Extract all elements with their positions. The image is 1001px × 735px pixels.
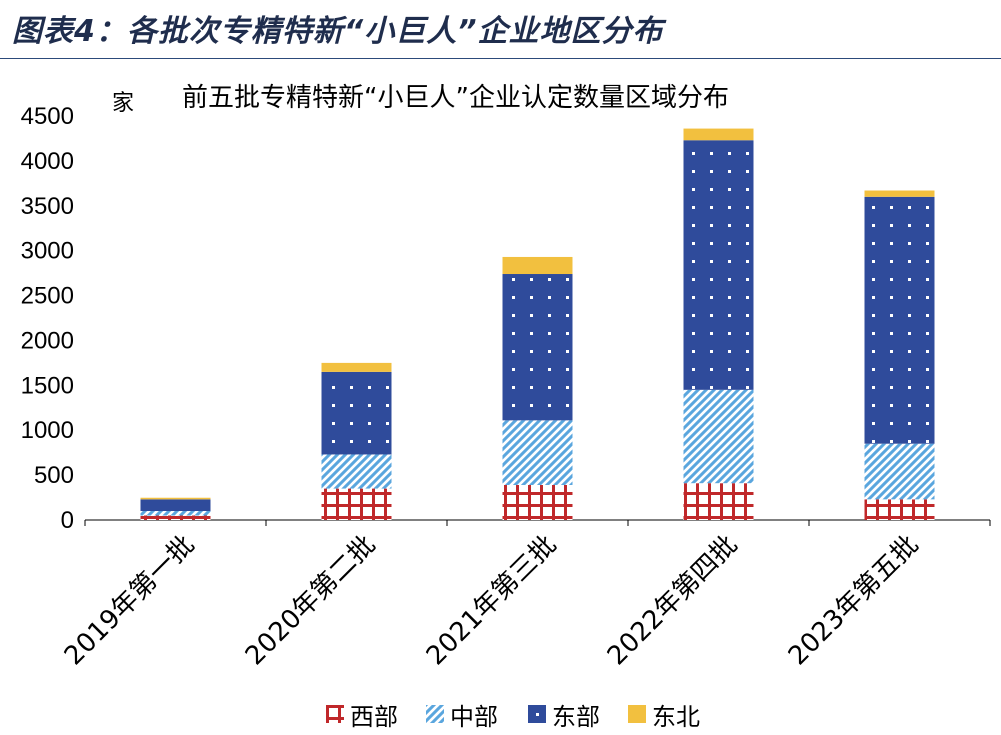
legend-label: 东北 [652,702,700,731]
y-tick-label: 2500 [21,283,74,310]
y-tick-label: 1000 [21,417,74,444]
y-tick-label: 4000 [21,148,74,175]
bar-segment-0 [864,499,935,520]
bar-segment-1 [321,454,392,489]
bar-segment-3 [683,128,754,141]
bar-segment-2 [140,499,211,512]
x-category-label: 2020年第二批 [240,530,382,672]
figure-title: 图表4：各批次专精特新“小巨人”企业地区分布 [12,14,664,49]
legend-swatch [326,705,344,723]
x-category-label: 2019年第一批 [59,530,201,672]
legend-item: 中部 [426,698,498,731]
bar-segment-3 [140,497,211,500]
bar-segment-2 [321,371,392,455]
chart-title: 前五批专精特新“小巨人”企业认定数量区域分布 [182,83,729,113]
y-tick-label: 1500 [21,372,74,399]
legend-label: 东部 [552,702,600,731]
legend-item: 东部 [528,698,600,731]
x-category-label: 2021年第三批 [421,530,563,672]
bar-segment-3 [864,190,935,197]
bar-segment-2 [683,140,754,390]
bar-segment-1 [864,443,935,500]
y-tick-label: 2000 [21,327,74,354]
y-tick-label: 3000 [21,238,74,265]
x-category-label: 2023年第五批 [783,530,925,672]
y-tick-label: 4500 [21,103,74,130]
bar-segment-3 [321,362,392,372]
title-divider [0,58,1001,59]
legend-item: 东北 [628,698,700,731]
bar-segment-0 [683,483,754,520]
y-tick-label: 0 [61,507,74,534]
x-category-label: 2022年第四批 [602,530,744,672]
legend-label: 中部 [450,702,498,731]
bar-segment-0 [321,488,392,520]
legend-item: 西部 [326,698,398,731]
bar-segment-1 [140,511,211,516]
y-tick-label: 500 [34,462,74,489]
legend: 西部 中部 东部 东北 [0,698,1001,732]
legend-swatch [628,705,646,723]
bar-segment-3 [502,256,573,275]
bar-segment-1 [683,389,754,484]
bar-segment-2 [864,196,935,444]
bar-segment-1 [502,420,573,485]
bar-segment-0 [140,515,211,520]
legend-swatch [528,705,546,723]
bar-segment-2 [502,274,573,421]
y-axis-unit-label: 家 [112,91,134,116]
legend-swatch [426,705,444,723]
legend-label: 西部 [350,702,398,731]
y-tick-label: 3500 [21,193,74,220]
bar-segment-0 [502,484,573,520]
